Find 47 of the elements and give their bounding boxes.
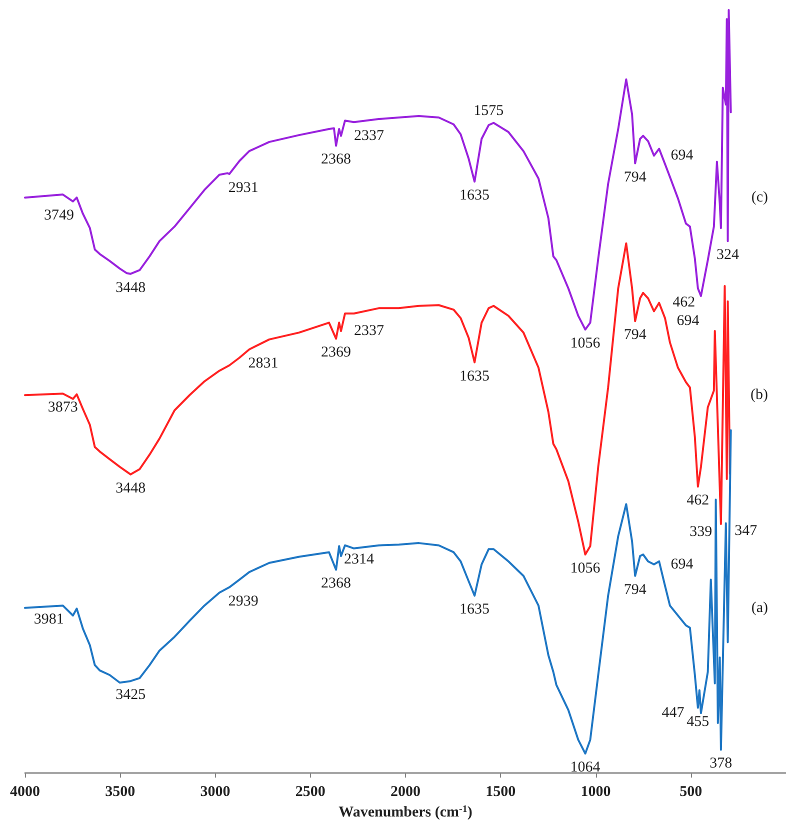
annotation: 462	[672, 294, 696, 310]
annotation: 1635	[460, 602, 490, 618]
annotation: 339	[690, 524, 712, 540]
annotation: 2337	[354, 128, 385, 144]
annotation: 455	[686, 714, 710, 730]
x-tick-label: 3500	[105, 784, 136, 800]
annotation: 3981	[34, 612, 64, 628]
annotation: 2368	[321, 152, 352, 168]
annotation: 2369	[321, 344, 352, 361]
annotation: 1635	[460, 368, 490, 384]
x-tick-label: 3000	[200, 784, 230, 800]
annotation: 2831	[248, 355, 278, 372]
annotation: 1064	[570, 760, 601, 776]
x-tick-label: 1000	[580, 784, 611, 800]
annotation: 3873	[48, 400, 78, 416]
x-tick-label: 2500	[295, 784, 326, 800]
annotation: 694	[670, 556, 694, 572]
annotation: 324	[716, 247, 740, 264]
annotation: 347	[734, 523, 758, 540]
annotation: 694	[670, 148, 694, 164]
annotation: 3448	[116, 280, 146, 296]
annotation: 2931	[228, 180, 258, 196]
annotation: 462	[686, 492, 710, 509]
series-label: (b)	[750, 387, 768, 404]
annotation: 1635	[460, 188, 490, 204]
x-tick-label: 500	[680, 784, 702, 800]
series-label: (a)	[751, 600, 768, 616]
x-tick-label: 4000	[10, 784, 40, 800]
annotation: 794	[624, 169, 647, 186]
annotation: 3448	[116, 480, 146, 496]
x-tick-label: 2000	[390, 784, 420, 800]
annotation: 794	[624, 582, 647, 598]
annotation: 378	[710, 756, 732, 772]
annotation: 794	[624, 327, 647, 344]
annotation: 1056	[570, 336, 601, 352]
annotation: 3749	[44, 207, 74, 224]
annotation: 2337	[354, 323, 385, 340]
annotation: 1056	[570, 560, 601, 576]
annotation: 447	[662, 705, 685, 722]
annotation: 2939	[228, 593, 258, 610]
annotation: 1575	[474, 103, 504, 120]
series-label: (c)	[751, 190, 768, 206]
annotation: 694	[676, 313, 700, 330]
annotation: 2368	[321, 576, 352, 592]
annotation: 3425	[116, 687, 146, 704]
x-tick-label: 1500	[486, 784, 516, 800]
annotation: 2314	[344, 551, 374, 568]
